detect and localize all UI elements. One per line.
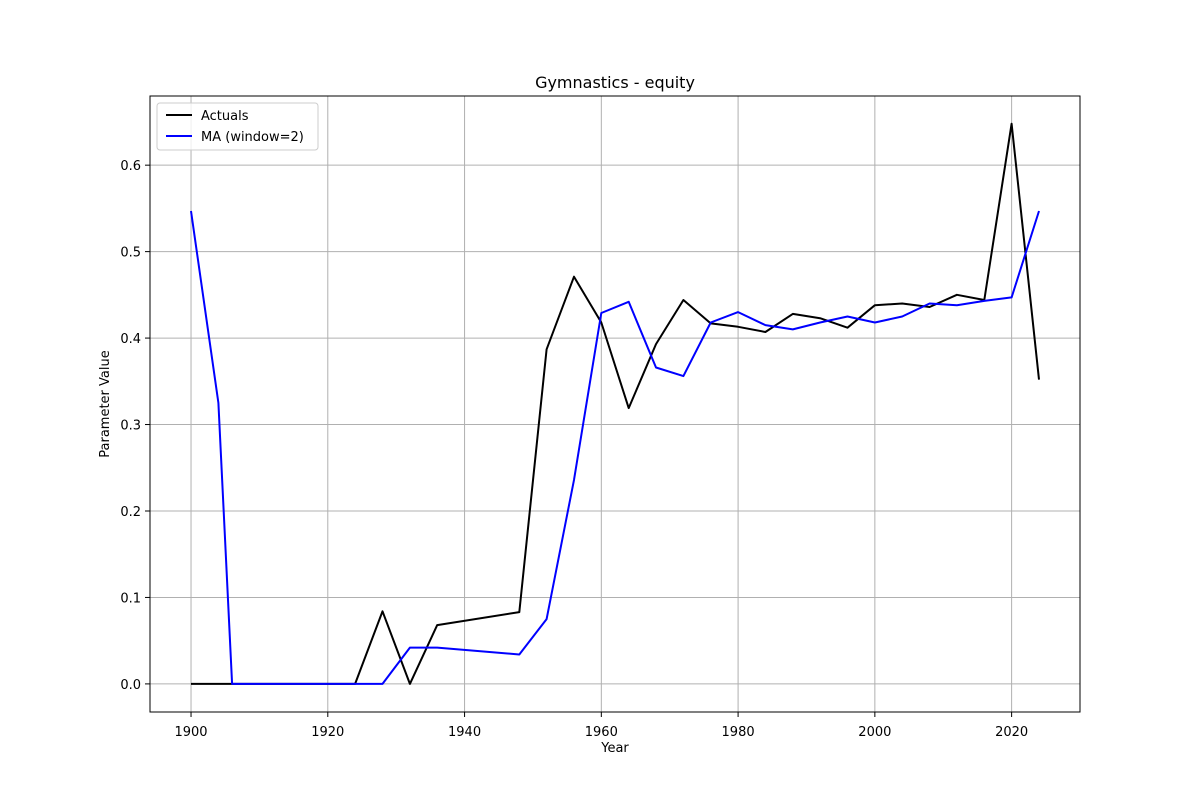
x-tick-label: 1900 <box>174 725 207 740</box>
x-tick-label: 1980 <box>722 725 755 740</box>
legend-label-actuals: Actuals <box>201 109 249 124</box>
legend-label-ma: MA (window=2) <box>201 130 304 145</box>
y-axis-label: Parameter Value <box>98 350 113 457</box>
legend-box <box>156 102 319 151</box>
y-tick-label: 0.0 <box>120 678 141 693</box>
y-tick-label: 0.6 <box>120 159 141 174</box>
x-tick-label: 2020 <box>995 725 1028 740</box>
x-tick-label: 1960 <box>585 725 618 740</box>
y-tick-label: 0.2 <box>120 505 141 520</box>
legend: Actuals MA (window=2) <box>156 102 319 151</box>
x-tick-label: 1940 <box>448 725 481 740</box>
y-tick-label: 0.1 <box>120 591 141 606</box>
y-tick-label: 0.5 <box>120 246 141 261</box>
y-tick-label: 0.4 <box>120 332 141 347</box>
series-line-actuals <box>191 122 1040 685</box>
plot-frame <box>149 95 1081 713</box>
x-tick-label: 1920 <box>311 725 344 740</box>
series-line-ma <box>190 210 1040 685</box>
chart-title: Gymnastics - equity <box>535 73 695 92</box>
x-axis-label: Year <box>600 741 629 756</box>
y-tick-label: 0.3 <box>120 419 141 434</box>
ticks: 1900 1920 1940 1960 1980 2000 2020 0.0 0.1 0.2 0.3… <box>120 159 1028 740</box>
x-tick-label: 2000 <box>858 725 891 740</box>
series-group <box>190 122 1040 685</box>
